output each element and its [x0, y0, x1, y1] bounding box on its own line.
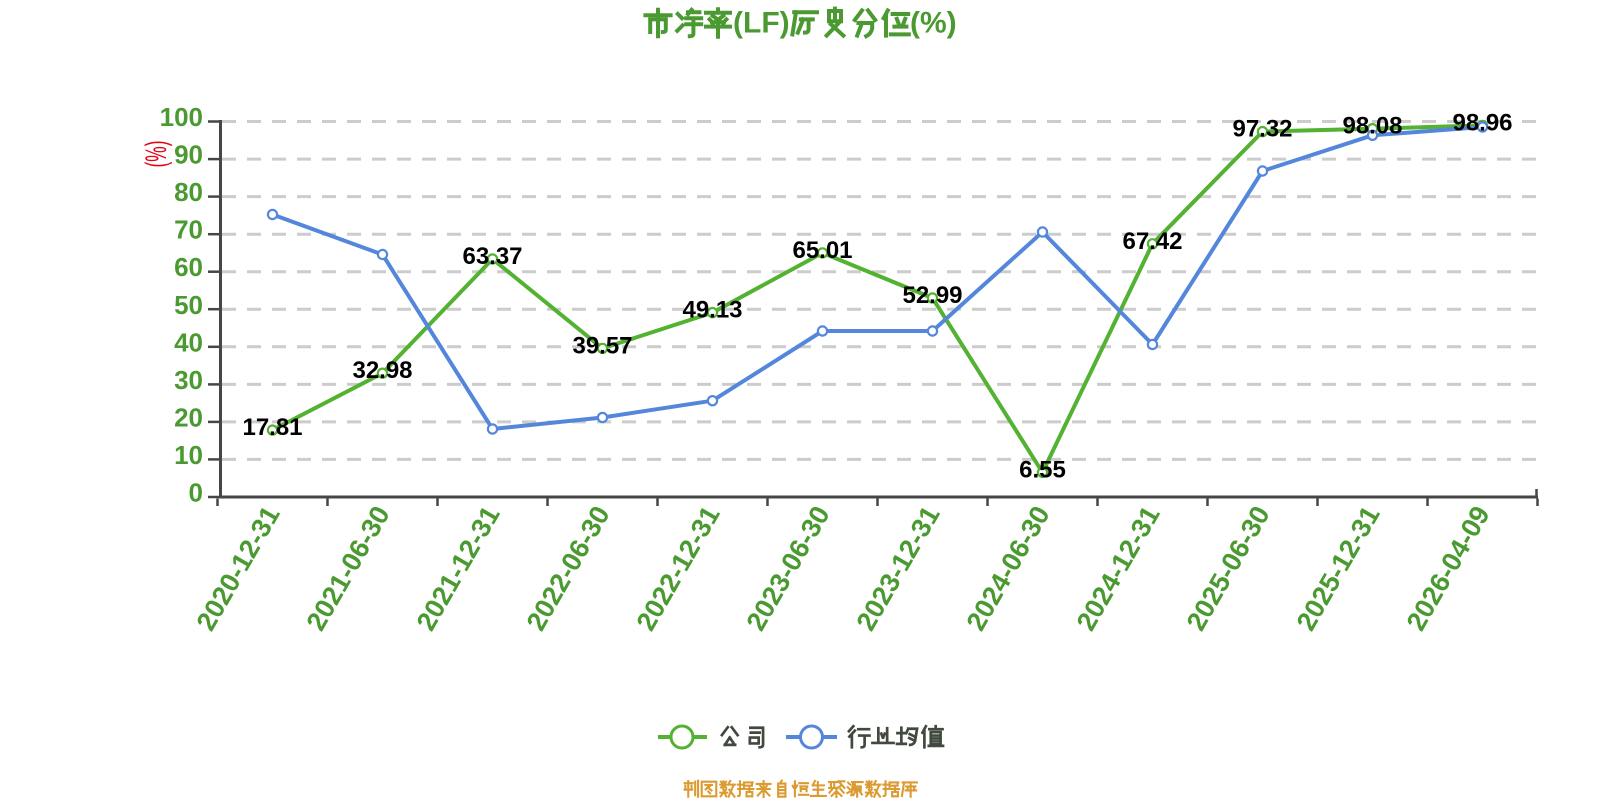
svg-text:(%): (%) [140, 141, 173, 168]
svg-text:17.81: 17.81 [242, 414, 302, 441]
svg-text:67.42: 67.42 [1122, 228, 1182, 255]
svg-text:98.08: 98.08 [1342, 113, 1402, 140]
svg-text:39.57: 39.57 [572, 332, 632, 359]
svg-text:60: 60 [174, 252, 203, 282]
svg-text:(%): (%) [910, 7, 957, 40]
svg-text:50: 50 [174, 290, 203, 320]
svg-text:52.99: 52.99 [902, 282, 962, 309]
svg-text:30: 30 [174, 365, 203, 395]
svg-text:0: 0 [189, 478, 203, 508]
svg-text:100: 100 [160, 102, 203, 132]
svg-text:20: 20 [174, 402, 203, 432]
svg-text:6.55: 6.55 [1019, 456, 1066, 483]
svg-text:65.01: 65.01 [792, 237, 852, 264]
svg-text:49.13: 49.13 [682, 297, 742, 324]
svg-text:97.32: 97.32 [1232, 116, 1292, 143]
svg-text:63.37: 63.37 [462, 243, 522, 270]
svg-text:98.96: 98.96 [1452, 109, 1512, 136]
svg-text:40: 40 [174, 327, 203, 357]
svg-text:32.98: 32.98 [352, 357, 412, 384]
svg-text:10: 10 [174, 440, 203, 470]
svg-text:90: 90 [174, 140, 203, 170]
svg-text:(LF): (LF) [733, 7, 790, 40]
svg-text:80: 80 [174, 177, 203, 207]
svg-text:70: 70 [174, 215, 203, 245]
